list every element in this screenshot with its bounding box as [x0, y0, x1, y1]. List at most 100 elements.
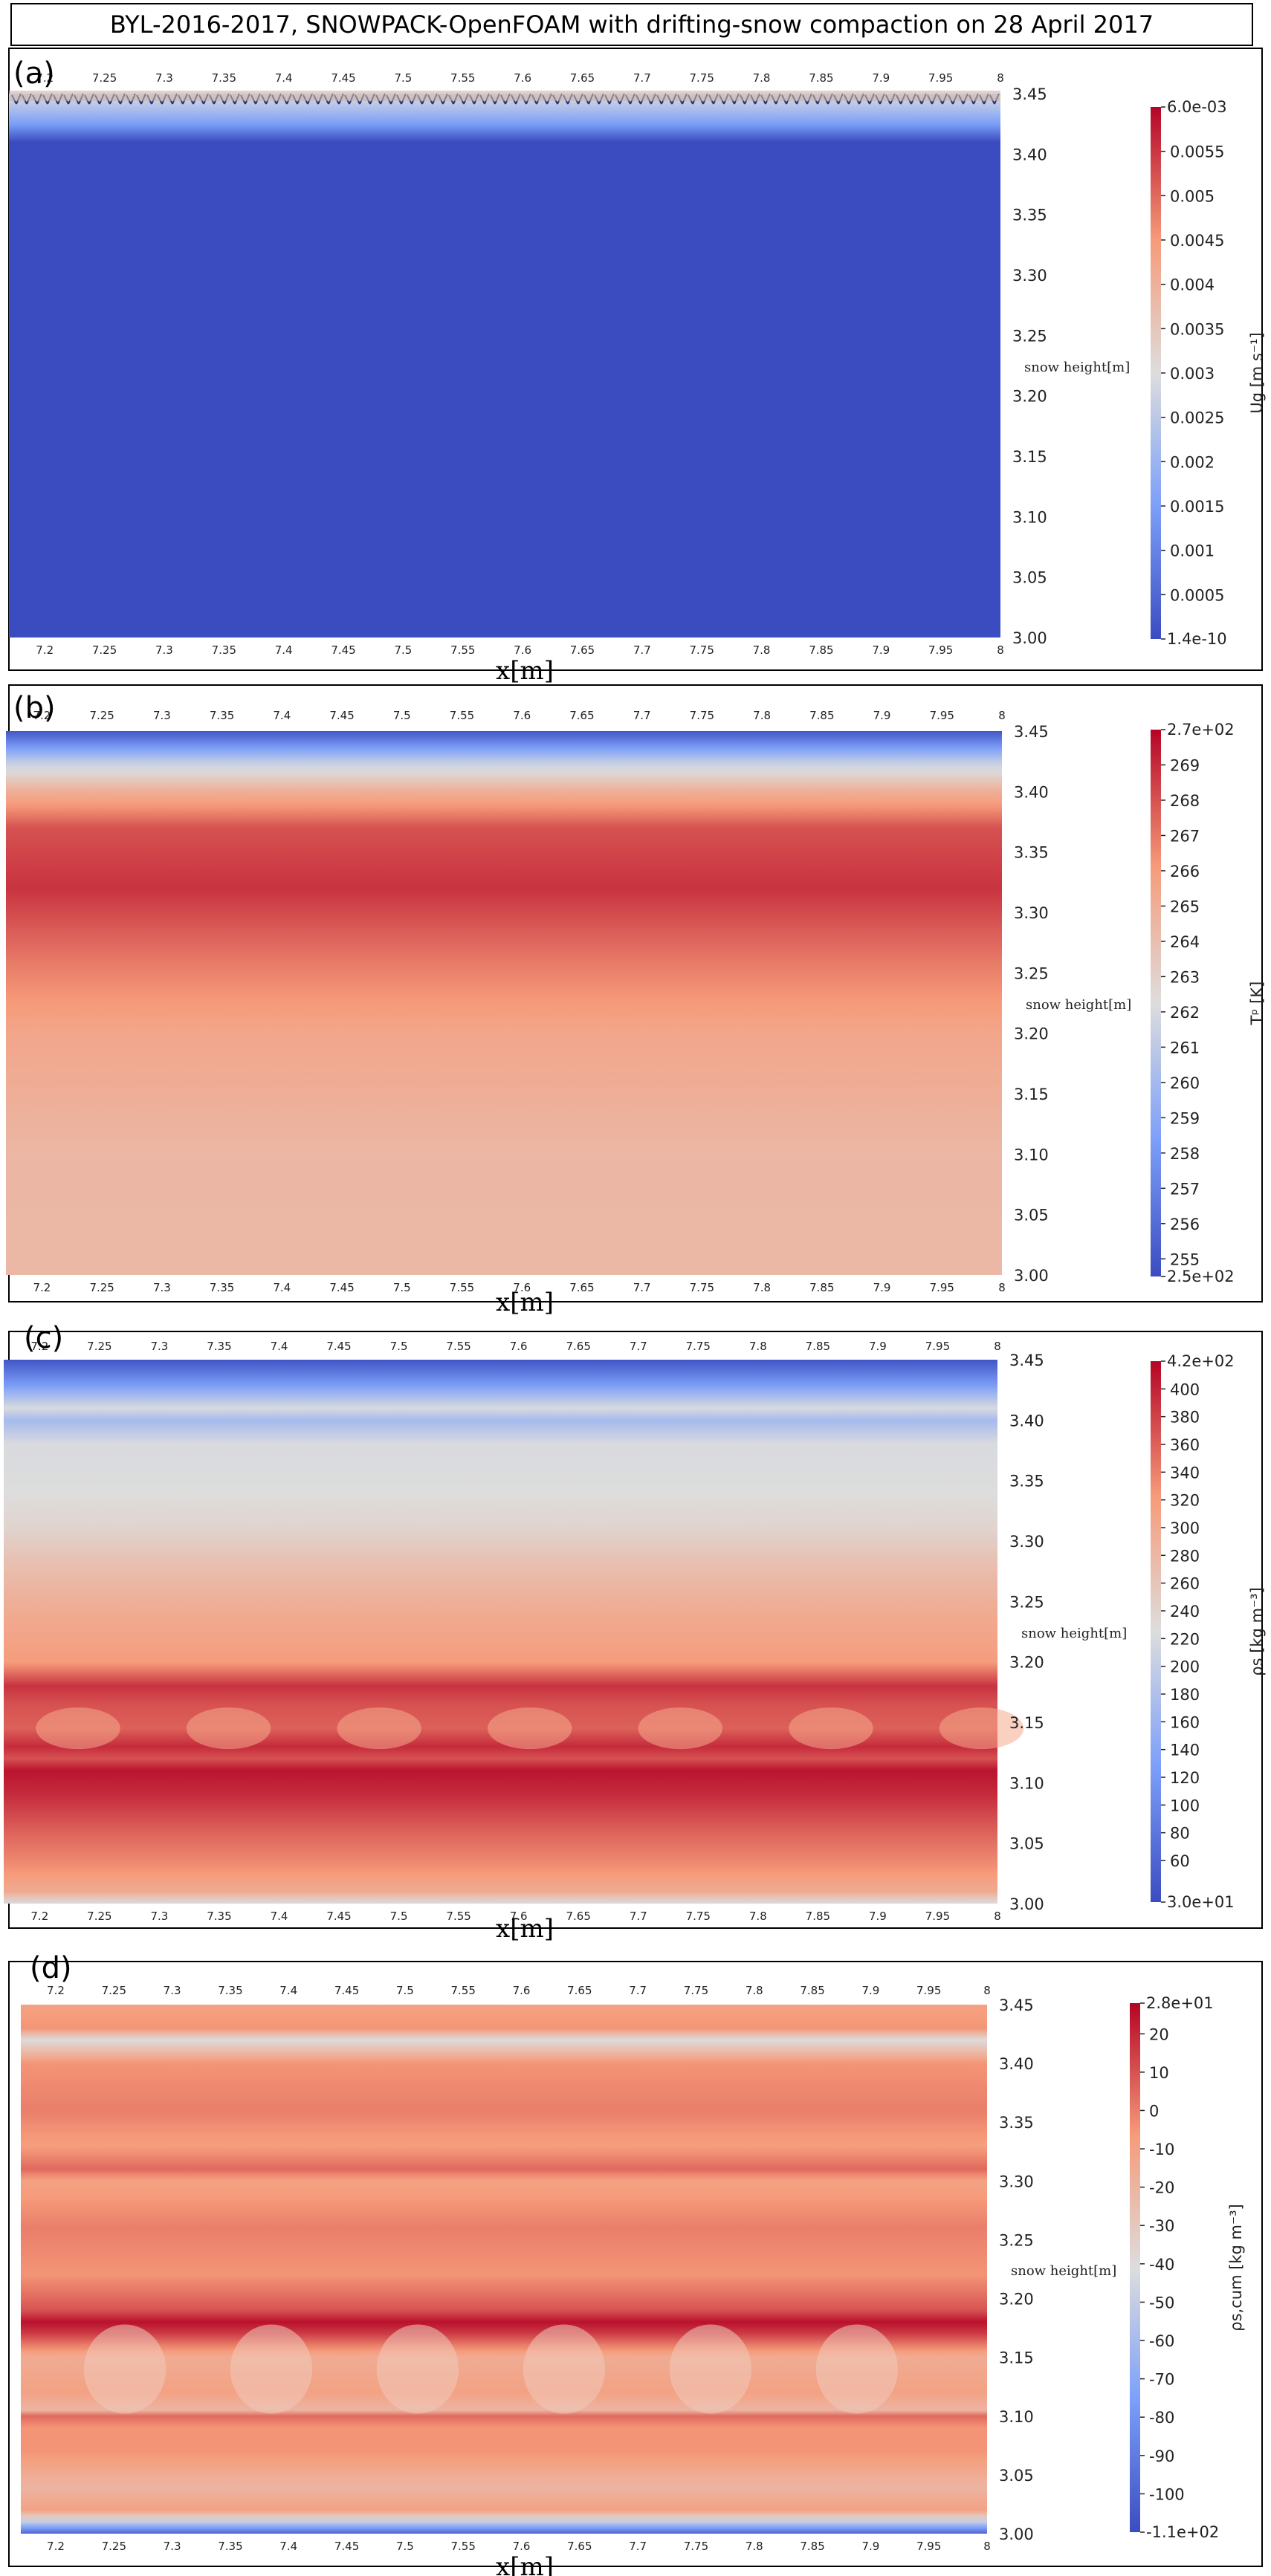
colorbar-tick-label: 268 — [1170, 792, 1200, 810]
colorbar-tick-label: 0.0045 — [1170, 232, 1224, 250]
colorbar-tick-label: -70 — [1149, 2371, 1174, 2389]
colorbar-tick-label: 269 — [1170, 756, 1200, 774]
y-tick-label: 3.25 — [1014, 964, 1049, 982]
colorbar-tick-label: 0.0025 — [1170, 409, 1224, 427]
y-tick-label: 3.05 — [999, 2467, 1034, 2485]
x-tick-label-bottom: 7.8 — [753, 1281, 771, 1294]
colorbar-tick-label: 0.0035 — [1170, 320, 1224, 338]
x-tick-label-bottom: 7.4 — [279, 2540, 297, 2553]
colorbar-tick-label: -50 — [1149, 2294, 1174, 2311]
field-bump — [36, 1707, 120, 1750]
x-tick-label-top: 7.4 — [273, 709, 291, 722]
x-tick-label-top: 7.55 — [450, 1984, 475, 1997]
x-tick-label-top: 7.75 — [689, 71, 714, 85]
panel-label: (d) — [30, 1951, 72, 1985]
x-tick-label-bottom: 7.95 — [925, 1910, 950, 1923]
y-tick-label: 3.20 — [999, 2291, 1034, 2309]
y-tick-label: 3.45 — [1014, 723, 1049, 741]
panel-a: 7.2 7.2 7.25 7.25 7.3 7.3 7.35 7.35 7.4 7.4 7.45 7.… — [8, 48, 1266, 686]
x-tick-label-bottom: 7.55 — [450, 1281, 474, 1294]
y-tick-label: 3.10 — [999, 2408, 1034, 2426]
x-tick-label-bottom: 7.2 — [36, 643, 54, 657]
colorbar-tick-label: -10 — [1149, 2141, 1174, 2158]
surface-layer — [9, 91, 1000, 101]
field-heatmap — [9, 94, 1000, 637]
colorbar-tick-label: 280 — [1170, 1547, 1200, 1565]
y-tick-label: 3.30 — [1014, 904, 1049, 922]
x-tick-label-bottom: 7.5 — [396, 2540, 414, 2553]
y-tick-label: 3.00 — [1012, 629, 1047, 647]
x-tick-label-top: 7.45 — [334, 1984, 359, 1997]
y-tick-label: 3.10 — [1009, 1774, 1044, 1792]
x-tick-label-bottom: 7.65 — [567, 2540, 592, 2553]
x-tick-label-bottom: 8 — [997, 643, 1004, 657]
y-tick-label: 3.45 — [1009, 1352, 1044, 1369]
x-tick-label-top: 7.9 — [869, 1340, 887, 1353]
x-tick-label-top: 7.35 — [218, 1984, 242, 1997]
x-tick-label-bottom: 7.25 — [102, 2540, 126, 2553]
x-tick-label-top: 7.2 — [33, 709, 51, 722]
x-tick-label-top: 7.9 — [873, 709, 891, 722]
y-tick-label: 3.20 — [1012, 388, 1047, 406]
x-tick-label-top: 7.2 — [30, 1340, 48, 1353]
x-tick-label-top: 7.65 — [570, 71, 595, 85]
x-tick-label-bottom: 7.95 — [916, 2540, 941, 2553]
colorbar-tick-label: 260 — [1170, 1074, 1200, 1092]
y-tick-label: 3.05 — [1014, 1207, 1049, 1224]
y-tick-label: 3.05 — [1012, 569, 1047, 587]
x-tick-label-top: 7.75 — [686, 1340, 711, 1353]
colorbar-tick-label: 0.0015 — [1170, 498, 1224, 516]
x-tick-label-top: 7.35 — [212, 71, 236, 85]
x-tick-label-bottom: 7.35 — [207, 1910, 231, 1923]
colorbar-tick-label: 0.003 — [1170, 365, 1215, 383]
x-tick-label-top: 7.95 — [925, 1340, 950, 1353]
x-tick-label-bottom: 7.4 — [275, 643, 293, 657]
x-tick-label-top: 7.8 — [753, 71, 771, 85]
x-tick-label-top: 7.85 — [809, 71, 833, 85]
x-tick-label-top: 8 — [998, 709, 1006, 722]
colorbar-tick-label: 256 — [1170, 1216, 1200, 1233]
colorbar-title: ρs,cum [kg m⁻³] — [1227, 2204, 1245, 2331]
x-tick-label-bottom: 7.7 — [633, 643, 651, 657]
x-tick-label-bottom: 7.45 — [326, 1910, 351, 1923]
colorbar — [1130, 2003, 1140, 2532]
y-tick-label: 3.40 — [1014, 783, 1049, 801]
field-heatmap — [21, 2005, 987, 2534]
x-tick-label-top: 7.65 — [569, 709, 594, 722]
colorbar-tick-label: 20 — [1149, 2025, 1169, 2043]
y-tick-label: 3.25 — [1009, 1593, 1044, 1611]
x-tick-label-bottom: 8 — [994, 1910, 1001, 1923]
x-tick-label-top: 7.7 — [630, 1340, 647, 1353]
panel-c: 7.2 7.2 7.25 7.25 7.3 7.3 7.35 7.35 7.4 7.4 7.45 7.… — [4, 1321, 1266, 1944]
colorbar-tick-label: 320 — [1170, 1492, 1200, 1510]
colorbar-tick-label: 80 — [1170, 1825, 1190, 1843]
x-tick-label-bottom: 7.85 — [806, 1910, 830, 1923]
colorbar-tick-label: 263 — [1170, 968, 1200, 986]
y-axis-label: snow height[m] — [1026, 997, 1131, 1013]
colorbar-tick-label: 0.004 — [1170, 276, 1215, 294]
y-tick-label: 3.10 — [1014, 1146, 1049, 1164]
colorbar-tick-label: 400 — [1170, 1381, 1200, 1398]
colorbar-tick-label: 300 — [1170, 1519, 1200, 1537]
colorbar-tick-label: 257 — [1170, 1180, 1200, 1198]
x-tick-label-top: 7.75 — [684, 1984, 708, 1997]
x-tick-label-bottom: 8 — [983, 2540, 991, 2553]
colorbar-tick-label: 60 — [1170, 1852, 1190, 1870]
colorbar-max-label: 4.2e+02 — [1167, 1352, 1235, 1370]
x-tick-label-bottom: 7.5 — [394, 643, 412, 657]
y-tick-label: 3.35 — [1012, 207, 1047, 224]
x-tick-label-bottom: 7.8 — [753, 643, 771, 657]
colorbar-tick-label: 0.0055 — [1170, 143, 1224, 161]
x-tick-label-top: 7.5 — [393, 709, 411, 722]
x-axis-label: x[m] — [496, 1914, 554, 1944]
y-tick-label: 3.30 — [1009, 1533, 1044, 1551]
x-tick-label-bottom: 7.65 — [566, 1910, 591, 1923]
field-bump — [939, 1707, 1024, 1750]
y-tick-label: 3.25 — [999, 2231, 1034, 2249]
colorbar-tick-label: 267 — [1170, 827, 1200, 845]
x-tick-label-bottom: 7.5 — [393, 1281, 411, 1294]
x-tick-label-top: 7.95 — [930, 709, 954, 722]
x-tick-label-bottom: 7.9 — [861, 2540, 879, 2553]
colorbar-title: Ug [m s⁻¹] — [1248, 332, 1266, 413]
x-axis-label: x[m] — [496, 656, 554, 686]
